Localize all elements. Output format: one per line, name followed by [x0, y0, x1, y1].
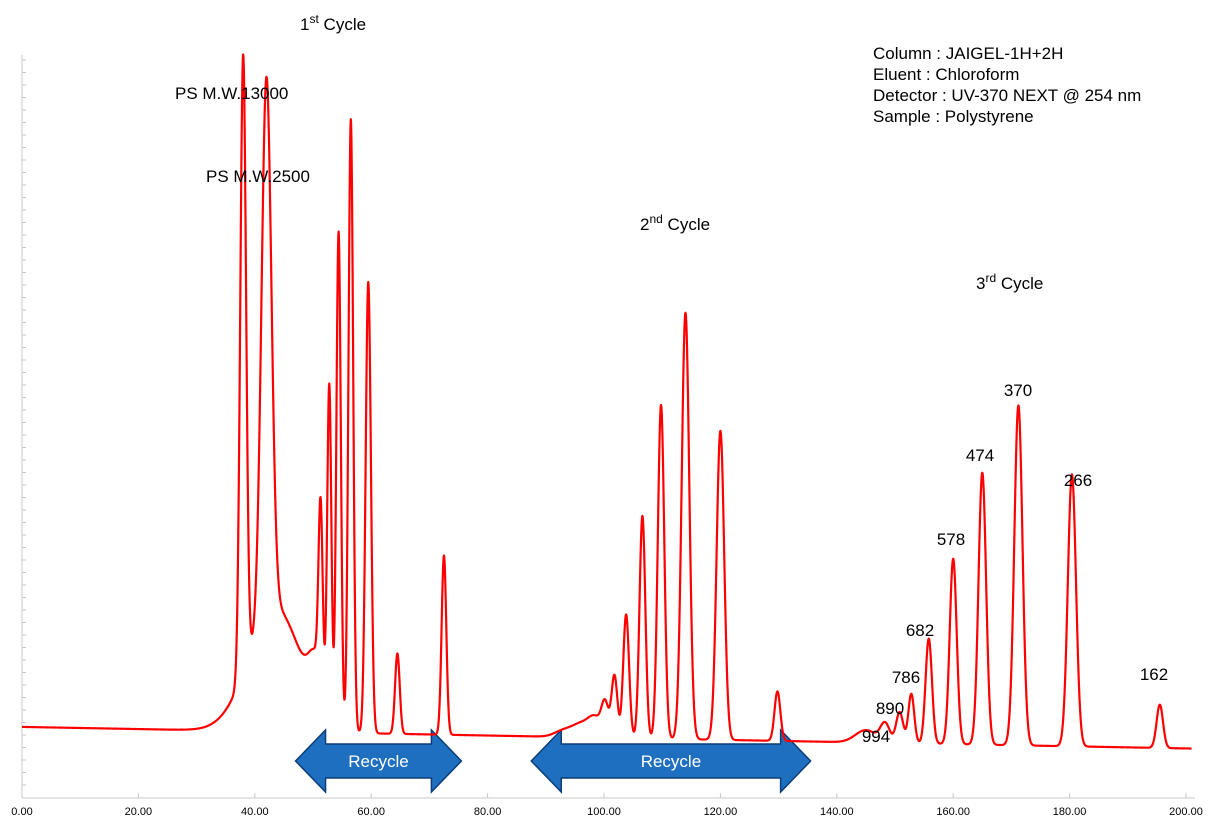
- annotation-p786: 786: [892, 668, 920, 687]
- x-tick-label: 60.00: [357, 806, 385, 818]
- annotation-text: PS M.W.2500: [206, 167, 310, 186]
- y-minor-ticks: [22, 59, 26, 786]
- annotation-suffix: Cycle: [996, 274, 1043, 293]
- x-axis: 0.00 20.00 40.00 60.00 80.00 100.00 120.00 140.…: [11, 793, 1203, 818]
- annotation-text: 994: [862, 727, 890, 746]
- annotation-text: 786: [892, 668, 920, 687]
- y-axis: [21, 55, 26, 798]
- recycle-arrow-shape: [294, 728, 463, 794]
- annotation-cycle2: 2nd Cycle: [640, 212, 710, 234]
- eluent-text: Eluent : Chloroform: [873, 65, 1020, 84]
- annotation-suffix: Cycle: [663, 215, 710, 234]
- annotation-ps13000: PS M.W.13000: [175, 84, 288, 103]
- recycle-arrow: Recycle: [530, 728, 812, 794]
- annotation-text: 474: [966, 446, 994, 465]
- annotation-p162: 162: [1140, 665, 1168, 684]
- annotation-text: 266: [1064, 471, 1092, 490]
- annotation-text: 3: [976, 274, 985, 293]
- column-text: Column : JAIGEL-1H+2H: [873, 44, 1064, 63]
- annotation-cycle3: 3rd Cycle: [976, 271, 1043, 293]
- x-tick-label: 40.00: [241, 806, 269, 818]
- annotation-ps2500: PS M.W.2500: [206, 167, 310, 186]
- x-tick-label: 200.00: [1169, 806, 1203, 818]
- sample-text: Sample : Polystyrene: [873, 107, 1034, 126]
- annotation-text: 162: [1140, 665, 1168, 684]
- annotation-suffix: Cycle: [319, 15, 366, 34]
- recycle-arrow-shape: [530, 728, 812, 794]
- recycle-label: Recycle: [348, 752, 408, 771]
- annotation-superscript: st: [309, 12, 319, 26]
- x-tick-label: 80.00: [474, 806, 502, 818]
- x-tick-labels: 0.00 20.00 40.00 60.00 80.00 100.00 120.00 140.…: [11, 806, 1203, 818]
- recycle-arrows: Recycle Recycle: [294, 728, 812, 794]
- annotation-text: 578: [937, 530, 965, 549]
- annotation-text: 2: [640, 215, 649, 234]
- annotation-text: 370: [1004, 381, 1032, 400]
- annotation-text: 682: [906, 621, 934, 640]
- annotation-p890: 890: [876, 699, 904, 718]
- detector-text: Detector : UV-370 NEXT @ 254 nm: [873, 86, 1142, 105]
- x-tick-label: 140.00: [820, 806, 854, 818]
- annotation-p578: 578: [937, 530, 965, 549]
- annotation-p474: 474: [966, 446, 994, 465]
- x-tick-label: 20.00: [125, 806, 153, 818]
- x-tick-label: 180.00: [1053, 806, 1087, 818]
- x-tick-label: 160.00: [936, 806, 970, 818]
- annotation-superscript: nd: [649, 212, 662, 226]
- annotation-text: 890: [876, 699, 904, 718]
- annotation-text: 1: [300, 15, 309, 34]
- annotation-cycle1: 1st Cycle: [300, 12, 366, 34]
- annotation-p994: 994: [862, 727, 890, 746]
- annotation-p370: 370: [1004, 381, 1032, 400]
- x-tick-label: 120.00: [704, 806, 738, 818]
- method-info: Column : JAIGEL-1H+2H Eluent : Chlorofor…: [873, 43, 1141, 127]
- recycle-label: Recycle: [641, 752, 701, 771]
- annotation-superscript: rd: [985, 271, 996, 285]
- x-tick-label: 0.00: [11, 806, 32, 818]
- annotation-text: PS M.W.13000: [175, 84, 288, 103]
- recycle-arrow: Recycle: [294, 728, 463, 794]
- x-ticks: [21, 793, 1187, 798]
- x-tick-label: 100.00: [587, 806, 621, 818]
- chromatogram-trace: [21, 53, 1193, 750]
- annotation-p266: 266: [1064, 471, 1092, 490]
- annotation-p682: 682: [906, 621, 934, 640]
